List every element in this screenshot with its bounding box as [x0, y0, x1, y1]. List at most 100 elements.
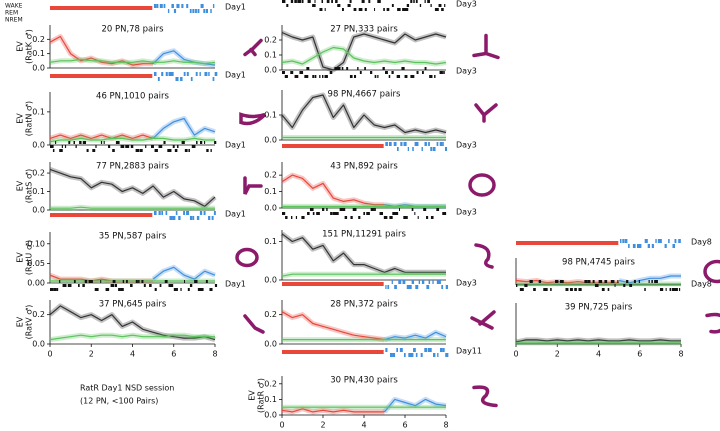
y-tick-label: 0.2 [264, 310, 277, 319]
state-tick [192, 9, 195, 13]
y-axis-label: (RatR ♂) [257, 378, 266, 413]
state-tick [436, 280, 440, 284]
state-tick [59, 149, 63, 152]
state-tick [391, 71, 394, 74]
day-label: Day8 [691, 280, 712, 289]
error-band [280, 172, 385, 208]
state-tick [92, 149, 96, 152]
state-tick [176, 288, 178, 291]
state-tick [108, 145, 111, 148]
state-tick [167, 149, 171, 152]
state-tick [301, 216, 305, 219]
y-tick-label: 0.1 [264, 187, 277, 196]
state-tick [347, 4, 351, 7]
state-tick [284, 75, 288, 78]
state-tick [159, 284, 162, 287]
y-tick-label: 0.2 [264, 379, 277, 388]
state-tick [594, 284, 599, 287]
ev-line [281, 174, 385, 206]
state-tick [73, 141, 75, 144]
state-tick [112, 149, 115, 152]
panel-title: 30 PN,430 pairs [330, 376, 398, 386]
state-tick [143, 284, 146, 287]
state-tick [524, 284, 528, 287]
y-tick-label: 0.0 [32, 141, 45, 150]
trajectory-icon [472, 33, 500, 60]
state-tick [550, 288, 552, 291]
state-tick [382, 67, 385, 70]
state-tick [442, 142, 444, 146]
state-tick [352, 208, 357, 211]
state-tick [176, 4, 180, 8]
state-tick [197, 9, 200, 13]
state-tick [307, 212, 310, 215]
y-tick-label: 0.2 [32, 169, 45, 178]
state-tick [374, 75, 377, 78]
state-tick [88, 280, 92, 283]
error-band [280, 92, 447, 135]
state-tick [181, 141, 185, 144]
state-tick [660, 239, 662, 243]
state-tick [421, 280, 425, 284]
state-tick [565, 288, 569, 291]
state-tick [314, 0, 316, 3]
state-tick [578, 288, 582, 291]
state-tick [154, 149, 158, 152]
y-tick-label: 0.0 [264, 411, 277, 420]
state-tick [629, 284, 633, 287]
state-tick [357, 67, 359, 70]
state-tick [50, 288, 54, 291]
x-tick-label: 6 [637, 350, 642, 359]
state-tick [424, 67, 427, 70]
state-tick [130, 145, 134, 148]
state-tick [331, 0, 333, 3]
state-tick [411, 208, 414, 211]
state-tick [412, 147, 414, 151]
state-tick [632, 244, 636, 248]
day-label: Day1 [225, 3, 246, 12]
state-tick [286, 4, 289, 7]
y-axis-label: EV [16, 252, 25, 263]
state-tick [619, 239, 622, 243]
state-tick [52, 149, 55, 152]
state-tick [158, 211, 161, 215]
state-tick [94, 288, 99, 291]
state-tick [402, 8, 405, 11]
y-axis-label: (RatN ♂) [25, 101, 34, 136]
state-tick [172, 216, 176, 220]
state-tick [592, 280, 595, 283]
state-tick [50, 145, 54, 148]
state-tick [115, 141, 120, 144]
state-tick [67, 284, 71, 287]
y-axis-label: (RatK ♂) [25, 29, 34, 64]
state-tick [559, 280, 563, 283]
state-tick [291, 216, 293, 219]
day-label: Day3 [456, 67, 477, 76]
state-tick [659, 288, 664, 291]
state-tick [120, 288, 124, 291]
state-tick [312, 75, 315, 78]
state-tick [295, 216, 298, 219]
state-tick [335, 0, 338, 3]
state-tick [158, 145, 163, 148]
y-axis-label: EV [16, 41, 25, 52]
state-tick [424, 0, 426, 3]
state-tick [190, 77, 193, 81]
state-tick [390, 353, 393, 357]
state-tick [401, 67, 405, 70]
state-tick [165, 72, 168, 76]
state-tick [172, 145, 175, 148]
panel-title: 35 PN,587 pairs [99, 232, 167, 242]
state-tick [370, 208, 374, 211]
ev-line [281, 273, 446, 277]
state-tick [424, 142, 427, 146]
state-tick [316, 212, 320, 215]
state-tick [341, 67, 344, 70]
state-tick [204, 141, 206, 144]
ev-line [49, 334, 215, 341]
state-tick [671, 288, 675, 291]
state-tick [214, 284, 218, 287]
y-axis-label: (RatS ♂) [25, 169, 34, 203]
state-tick [189, 284, 193, 287]
state-tick [648, 280, 650, 283]
